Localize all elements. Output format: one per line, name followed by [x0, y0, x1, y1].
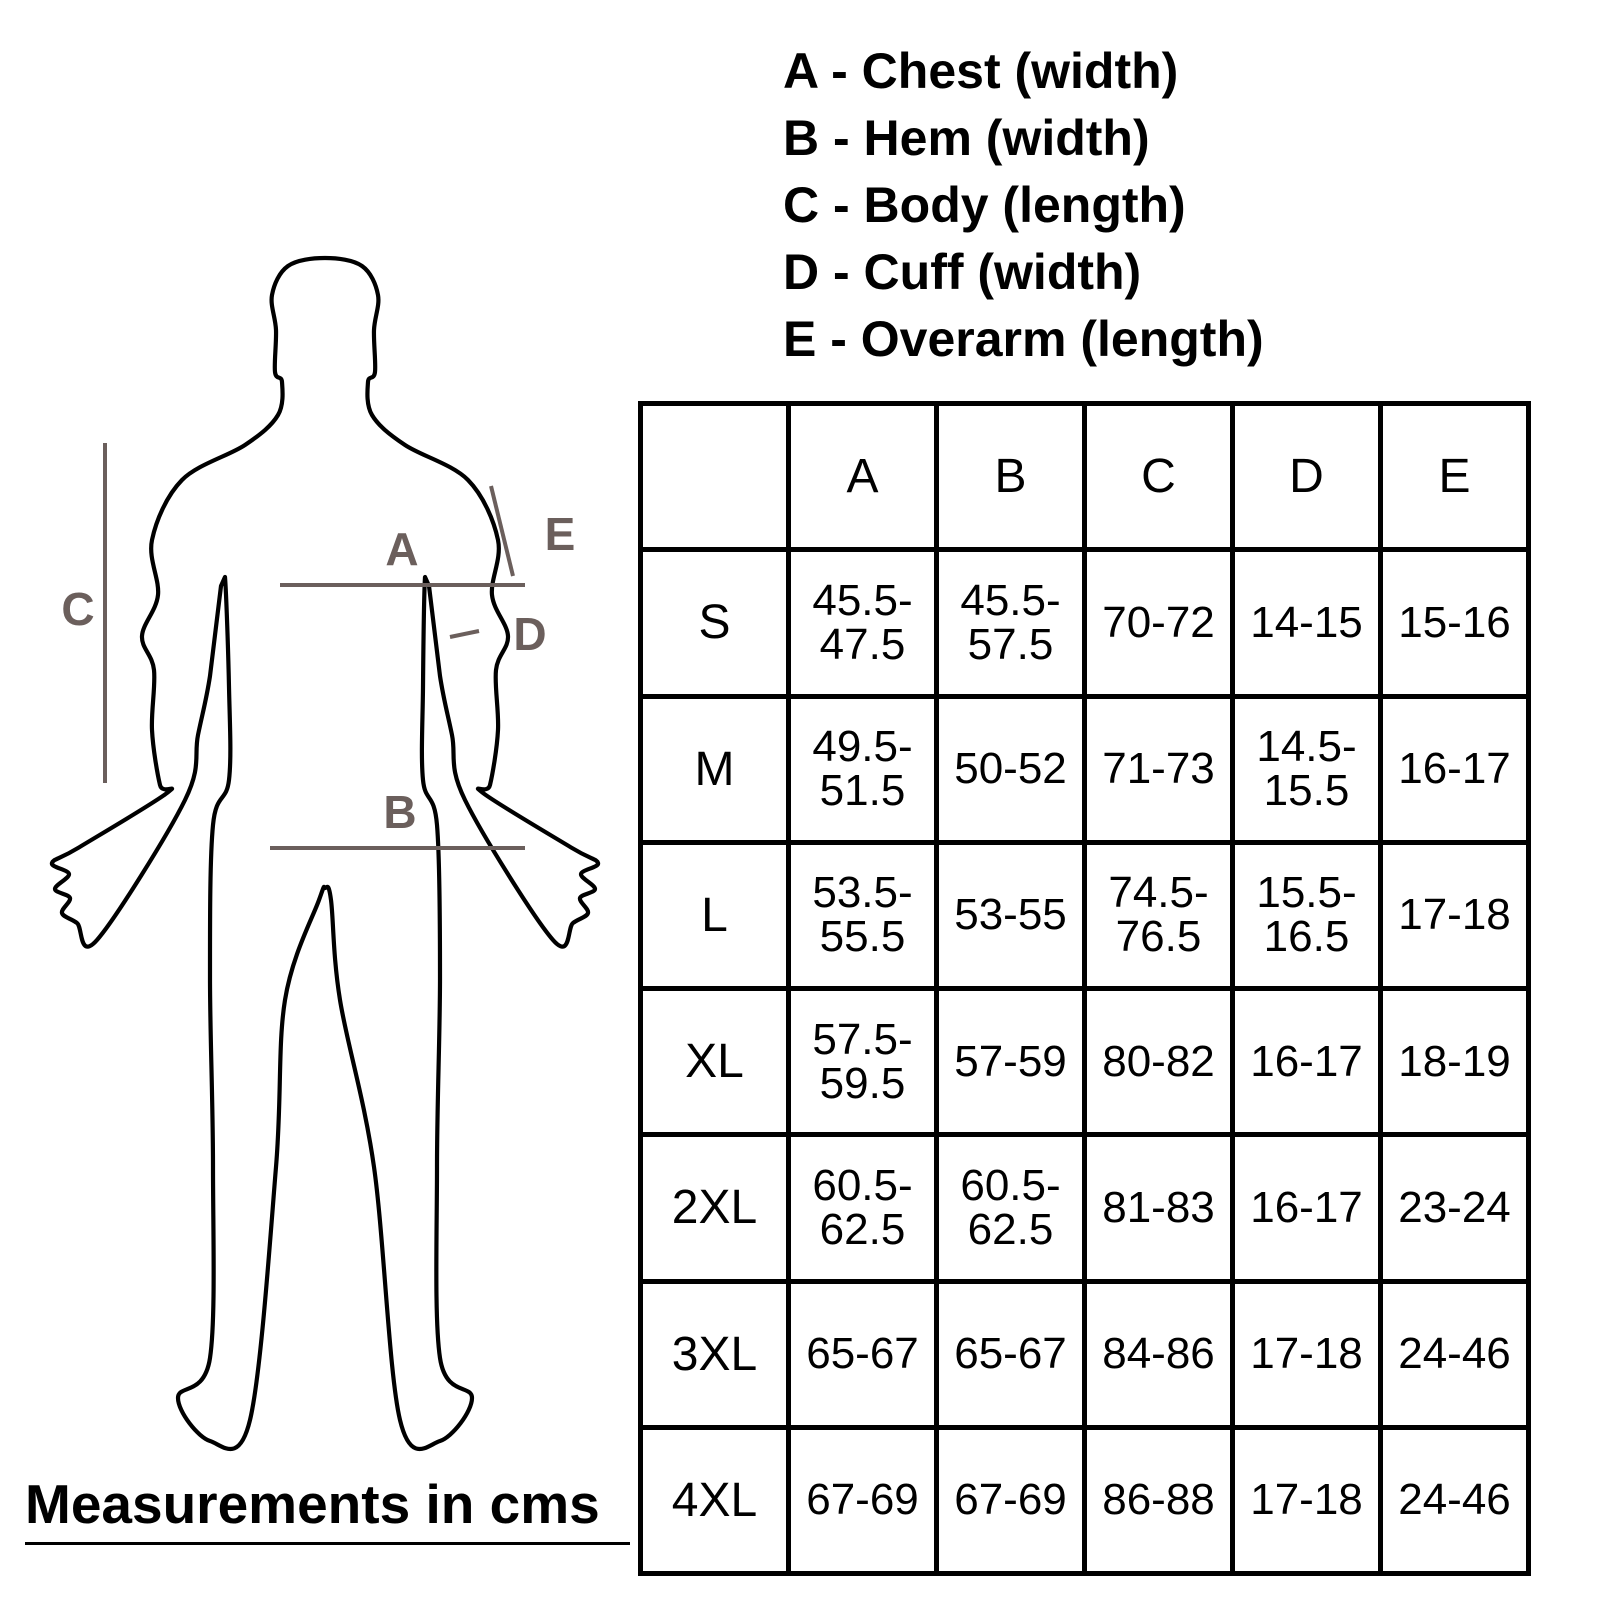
- svg-text:E: E: [545, 508, 576, 560]
- svg-text:B: B: [383, 786, 416, 838]
- svg-text:C: C: [61, 583, 94, 635]
- svg-text:D: D: [513, 608, 546, 660]
- svg-text:A: A: [385, 523, 418, 575]
